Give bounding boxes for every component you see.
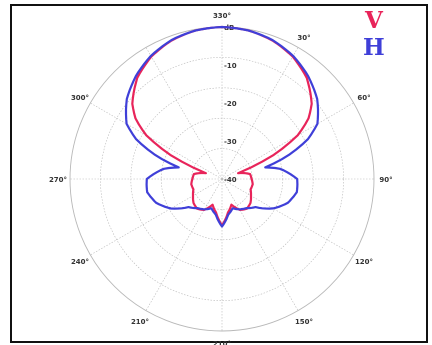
grid-spoke xyxy=(145,47,223,180)
angle-label: 270° xyxy=(49,176,67,184)
angle-label: 60° xyxy=(357,94,370,102)
series-v-trace xyxy=(131,25,313,227)
grid-spoke xyxy=(221,47,299,180)
angle-label: 210° xyxy=(131,318,149,326)
grid-spoke xyxy=(221,178,299,311)
angle-label: 300° xyxy=(71,94,89,102)
ring-label: -20 xyxy=(224,100,237,108)
grid-spoke xyxy=(221,102,354,180)
ring-label: -40 xyxy=(224,176,237,184)
polar-grid xyxy=(69,26,375,332)
grid-spoke xyxy=(90,178,223,256)
legend: V H xyxy=(363,7,385,61)
angle-label: 120° xyxy=(355,258,373,266)
legend-h: H xyxy=(363,34,385,61)
axis-labels: 330° 30° 60° 90° 120° 150° 210° 210° 240° 270° 300… xyxy=(49,12,393,345)
series-layer xyxy=(124,25,320,228)
angle-label: 240° xyxy=(71,258,89,266)
angle-label: 150° xyxy=(295,318,313,326)
grid-spoke xyxy=(90,102,223,180)
angle-label: 30° xyxy=(297,34,310,42)
ring-label: -30 xyxy=(224,138,237,146)
grid-spoke xyxy=(221,178,354,256)
legend-v: V xyxy=(364,7,384,34)
grid-ring xyxy=(100,57,344,301)
angle-label: 210° xyxy=(213,340,231,345)
angle-label: 330° xyxy=(213,12,231,20)
angle-label: 90° xyxy=(379,176,392,184)
series-h-trace xyxy=(124,25,320,228)
ring-label: -10 xyxy=(224,62,237,70)
grid-spoke xyxy=(145,178,223,311)
